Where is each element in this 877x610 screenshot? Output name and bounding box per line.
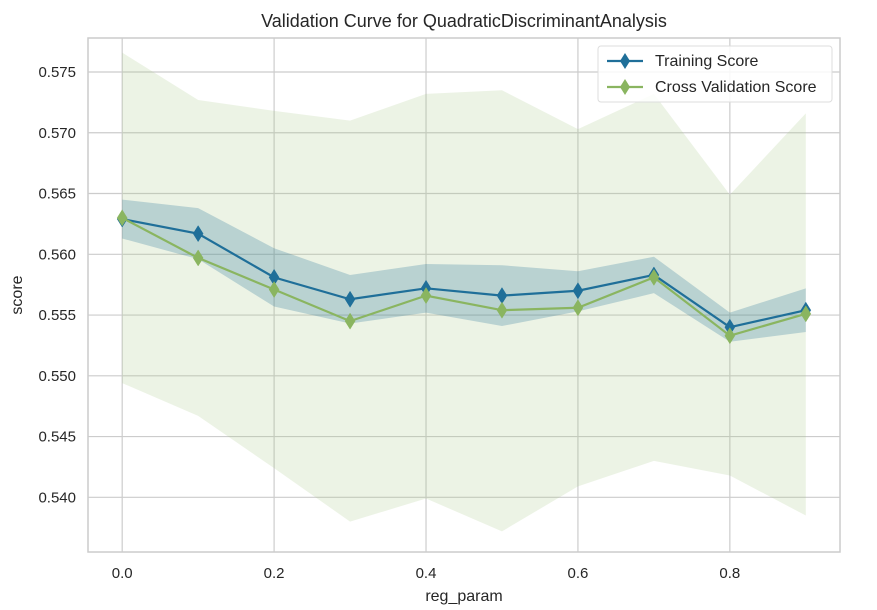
training-score-line xyxy=(121,217,807,329)
cross-validation-score-marker xyxy=(192,249,204,267)
cross-validation-score-marker xyxy=(648,268,660,286)
legend-marker-training xyxy=(620,53,630,69)
legend-entry-training: Training Score xyxy=(607,53,759,70)
cross-validation-score-marker xyxy=(344,312,356,330)
y-tick-label: 0.560 xyxy=(38,246,76,263)
cross-validation-score-line xyxy=(121,216,807,337)
x-tick-label: 0.0 xyxy=(112,565,133,582)
legend: Training Score Cross Validation Score xyxy=(597,45,833,103)
training-score-marker xyxy=(344,290,356,308)
chart-title: Validation Curve for QuadraticDiscrimina… xyxy=(261,11,667,31)
tick-label-layer: 0.0 0.2 0.4 0.6 0.8 0.540 0.545 0.550 0.555 0.560… xyxy=(38,64,740,582)
training-score-marker xyxy=(572,282,584,300)
y-tick-label: 0.540 xyxy=(38,489,76,506)
y-tick-label: 0.545 xyxy=(38,429,76,446)
cross-validation-score-marker xyxy=(116,209,128,227)
x-axis-label: reg_param xyxy=(425,588,502,605)
x-tick-label: 0.4 xyxy=(416,565,437,582)
cross-validation-score-marker xyxy=(268,281,280,299)
cross-validation-score-marker xyxy=(420,287,432,305)
legend-marker-cross-validation xyxy=(620,79,630,95)
y-tick-label: 0.565 xyxy=(38,186,76,203)
training-score-band xyxy=(122,199,806,342)
y-axis-label: score xyxy=(9,275,26,314)
y-tick-label: 0.570 xyxy=(38,125,76,142)
legend-entry-cross-validation: Cross Validation Score xyxy=(607,79,817,96)
x-tick-label: 0.2 xyxy=(264,565,285,582)
x-tick-label: 0.8 xyxy=(719,565,740,582)
y-tick-label: 0.550 xyxy=(38,368,76,385)
cross-validation-score-marker xyxy=(572,299,584,317)
legend-label-cross-validation: Cross Validation Score xyxy=(655,79,817,96)
y-tick-label: 0.555 xyxy=(38,307,76,324)
legend-label-training: Training Score xyxy=(655,53,759,70)
cross-validation-score-marker xyxy=(724,327,736,345)
training-score-marker xyxy=(192,225,204,243)
legend-box xyxy=(597,45,833,103)
line-layer xyxy=(116,209,812,345)
plot-frame xyxy=(87,37,841,553)
y-tick-label: 0.575 xyxy=(38,64,76,81)
x-tick-label: 0.6 xyxy=(568,565,589,582)
cross-validation-score-marker xyxy=(496,301,508,319)
cross-validation-score-marker xyxy=(800,305,812,323)
